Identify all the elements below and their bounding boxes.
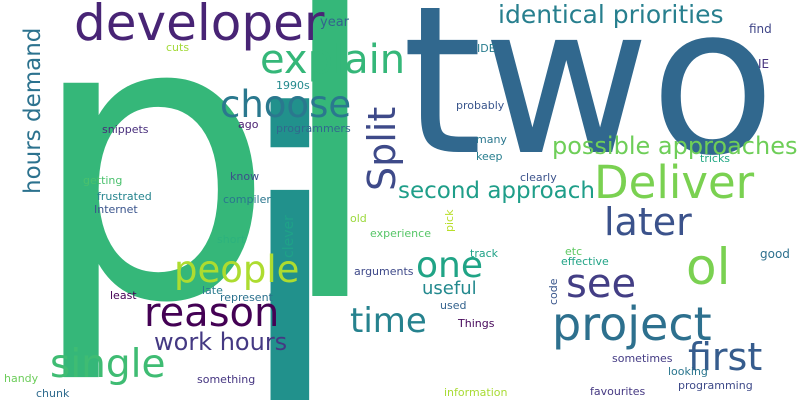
word-possible-approaches: possible approaches (552, 132, 798, 160)
word-arguments: arguments (354, 265, 414, 278)
word-work-hours: work hours (154, 328, 288, 356)
word-later: later (604, 200, 692, 244)
word-compiler: compiler (223, 193, 271, 206)
word-developer: developer (74, 0, 325, 52)
word-used: used (440, 299, 467, 312)
word-hours-demand: hours demand (20, 27, 46, 194)
word-experience: experience (370, 227, 431, 240)
word-old: old (350, 212, 367, 225)
word-reason: reason (144, 290, 280, 336)
word-second-approach: second approach (398, 178, 595, 204)
word-things: Things (458, 317, 495, 330)
word-identical-priorities: identical priorities (498, 0, 724, 29)
word-pl: pl (28, 0, 384, 388)
word-project: project (552, 297, 712, 351)
word-two: two (402, 0, 776, 201)
word-cuts: cuts (166, 41, 190, 54)
word-deliver: Deliver (594, 156, 755, 209)
word-short: short (217, 233, 246, 246)
word-etc: etc (565, 245, 583, 258)
word-ago: ago (238, 118, 259, 131)
word-pick: pick (443, 209, 456, 232)
word-snippets: snippets (102, 123, 149, 136)
word-good: good (760, 247, 790, 261)
word-represent: represent (220, 291, 273, 304)
word-split: Split (360, 106, 404, 191)
word-time: time (350, 301, 427, 341)
word-one: one (416, 245, 483, 286)
word-year: year (320, 15, 350, 30)
word-see: see (566, 261, 637, 307)
word-track: track (470, 247, 498, 260)
word-least: least (110, 289, 137, 302)
word-ol: ol (686, 238, 731, 296)
word-keep: keep (476, 150, 503, 163)
word-effective: effective (561, 255, 609, 268)
word-explain: explain (260, 37, 406, 83)
word-find: find (749, 22, 772, 36)
word-clever: clever (281, 215, 297, 258)
word-probably: probably (456, 99, 505, 112)
word-favourites: favourites (590, 385, 646, 398)
word-single: single (50, 342, 166, 387)
word-clearly: clearly (520, 171, 557, 184)
word-programmers: programmers (276, 122, 351, 135)
word-code: code (547, 278, 560, 305)
word-1990s: 1990s (276, 79, 310, 92)
word-first: first (688, 335, 763, 379)
word-something: something (197, 373, 256, 386)
word-internet: Internet (94, 203, 138, 216)
word-looking: looking (668, 365, 708, 378)
word-know: know (230, 170, 260, 183)
word-late: late (202, 284, 223, 297)
word-sometimes: sometimes (612, 352, 673, 365)
word-choose: choose (220, 83, 352, 126)
word-getting: getting (83, 174, 123, 187)
word-tricks: tricks (700, 152, 731, 165)
word-i: i (230, 27, 350, 400)
word-ide: IDE (477, 42, 496, 55)
word-chunk: chunk (36, 387, 70, 400)
word-information: information (444, 386, 508, 399)
word-people: people (174, 248, 300, 291)
word-useful: useful (422, 278, 477, 299)
word-frustrated: frustrated (97, 190, 152, 203)
word-ie: IE (758, 57, 770, 71)
word-programming: programming (678, 379, 753, 392)
word-many: many (476, 133, 507, 146)
word-handy: handy (4, 372, 39, 385)
